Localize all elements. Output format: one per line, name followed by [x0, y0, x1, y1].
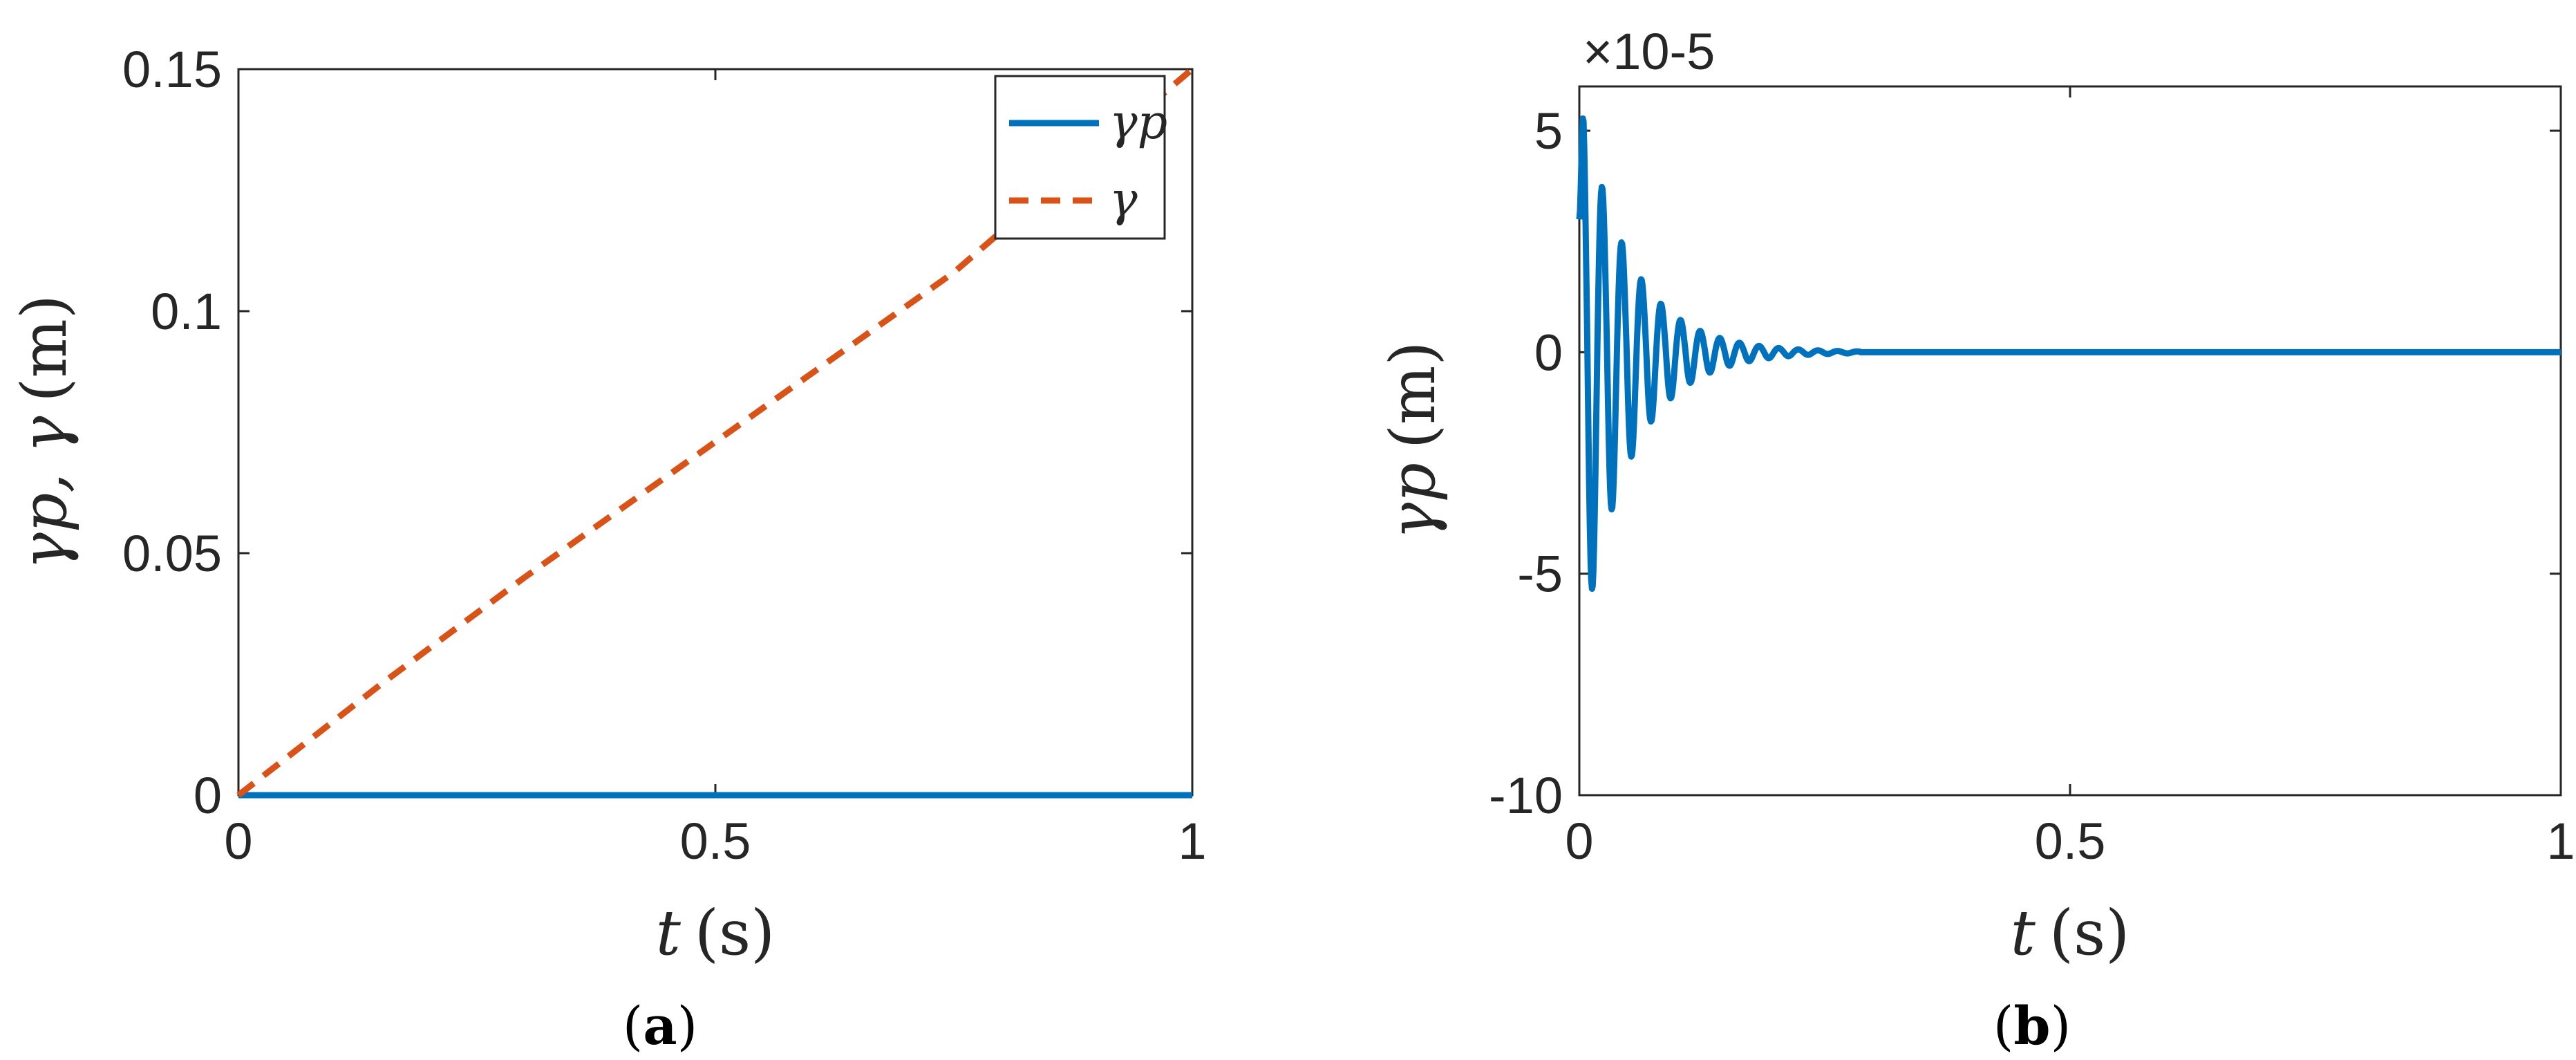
- x-axis-var-a: t: [656, 897, 681, 969]
- caption-letter-a: a: [643, 995, 677, 1057]
- y-tick-label: 0: [1534, 324, 1563, 381]
- x-tick-label: 1: [1178, 812, 1206, 870]
- x-axis-label-b: t (s): [2011, 897, 2130, 969]
- y-axis-label-a: γp, γ (m): [8, 295, 81, 570]
- ticks-a: 0 0.5 1 0 0.05 0.1 0.15: [122, 41, 1207, 870]
- panel-a: 0 0.5 1 0 0.05 0.1 0.15 γp γ t (s) γp, γ (m) (a): [8, 41, 1207, 1057]
- x-axis-var-b: t: [2011, 897, 2036, 969]
- x-tick-label: 1: [2546, 812, 2575, 870]
- legend-label-gamma: γ: [1109, 173, 1138, 227]
- y-axis-main-a: γp, γ: [8, 416, 81, 570]
- caption-a: (a): [623, 995, 698, 1057]
- x-axis-label-a: t (s): [656, 897, 775, 969]
- caption-b: (b): [1993, 995, 2071, 1057]
- y-tick-label: -5: [1517, 546, 1563, 603]
- y-axis-unit-a: (m): [8, 295, 81, 402]
- y-tick-label: 0.15: [122, 41, 222, 98]
- x-tick-label: 0.5: [2035, 812, 2106, 870]
- x-axis-unit-b: (s): [2049, 897, 2130, 969]
- x-axis-unit-a: (s): [695, 897, 775, 969]
- caption-letter-b: b: [2013, 995, 2050, 1057]
- legend-box: [994, 75, 1166, 240]
- plot-area-b: [1578, 85, 2562, 797]
- x-tick-label: 0: [224, 812, 252, 870]
- x-tick-label: 0.5: [680, 812, 751, 870]
- y-tick-label: 0.1: [151, 283, 222, 340]
- y-axis-label-b: γp (m): [1377, 342, 1449, 540]
- y-tick-label: 0.05: [122, 525, 222, 582]
- y-tick-label: 0: [194, 767, 222, 824]
- x-tick-label: 0: [1565, 812, 1593, 870]
- series-b: [1576, 115, 2564, 592]
- ticks-b: 0 0.5 1 -10 -5 0 5: [1489, 86, 2575, 870]
- y-axis-main-b: γp: [1377, 463, 1449, 539]
- y-axis-unit-b: (m): [1377, 342, 1449, 449]
- legend: γp γ: [994, 75, 1167, 240]
- legend-label-gamma-p: γp: [1109, 95, 1167, 150]
- y-tick-label: 5: [1534, 102, 1563, 160]
- y-tick-label: -10: [1489, 767, 1563, 824]
- series-line: [1576, 115, 2564, 592]
- exponent-label: ×10-5: [1583, 23, 1715, 80]
- panel-b: 0 0.5 1 -10 -5 0 5 ×10-5 t (s) γp (m) (b): [1377, 23, 2575, 1057]
